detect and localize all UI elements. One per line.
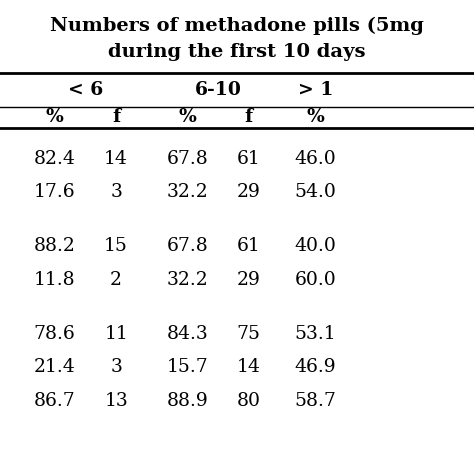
Text: 40.0: 40.0 — [294, 237, 336, 255]
Text: %: % — [178, 109, 196, 126]
Text: 14: 14 — [237, 358, 261, 376]
Text: 32.2: 32.2 — [166, 183, 208, 201]
Text: 21.4: 21.4 — [34, 358, 75, 376]
Text: 17.6: 17.6 — [34, 183, 75, 201]
Text: 14: 14 — [104, 150, 128, 168]
Text: 88.9: 88.9 — [166, 392, 208, 410]
Text: Numbers of methadone pills (5mg: Numbers of methadone pills (5mg — [50, 17, 424, 35]
Text: 61: 61 — [237, 150, 261, 168]
Text: %: % — [306, 109, 324, 126]
Text: 54.0: 54.0 — [294, 183, 336, 201]
Text: 11: 11 — [104, 325, 128, 343]
Text: 32.2: 32.2 — [166, 271, 208, 289]
Text: > 1: > 1 — [298, 81, 333, 99]
Text: 67.8: 67.8 — [166, 237, 208, 255]
Text: 84.3: 84.3 — [166, 325, 208, 343]
Text: 3: 3 — [110, 183, 122, 201]
Text: 88.2: 88.2 — [34, 237, 75, 255]
Text: 46.0: 46.0 — [294, 150, 336, 168]
Text: 61: 61 — [237, 237, 261, 255]
Text: f: f — [245, 109, 253, 126]
Text: 58.7: 58.7 — [294, 392, 336, 410]
Text: 3: 3 — [110, 358, 122, 376]
Text: 6-10: 6-10 — [195, 81, 241, 99]
Text: during the first 10 days: during the first 10 days — [108, 43, 366, 61]
Text: 29: 29 — [237, 183, 261, 201]
Text: f: f — [112, 109, 120, 126]
Text: 53.1: 53.1 — [294, 325, 336, 343]
Text: 29: 29 — [237, 271, 261, 289]
Text: 86.7: 86.7 — [34, 392, 75, 410]
Text: 11.8: 11.8 — [34, 271, 75, 289]
Text: < 6: < 6 — [68, 81, 103, 99]
Text: 15.7: 15.7 — [166, 358, 208, 376]
Text: 82.4: 82.4 — [34, 150, 75, 168]
Text: 13: 13 — [104, 392, 128, 410]
Text: 46.9: 46.9 — [294, 358, 336, 376]
Text: 15: 15 — [104, 237, 128, 255]
Text: 75: 75 — [237, 325, 261, 343]
Text: %: % — [46, 109, 64, 126]
Text: 80: 80 — [237, 392, 261, 410]
Text: 67.8: 67.8 — [166, 150, 208, 168]
Text: 78.6: 78.6 — [34, 325, 75, 343]
Text: 60.0: 60.0 — [294, 271, 336, 289]
Text: 2: 2 — [110, 271, 122, 289]
